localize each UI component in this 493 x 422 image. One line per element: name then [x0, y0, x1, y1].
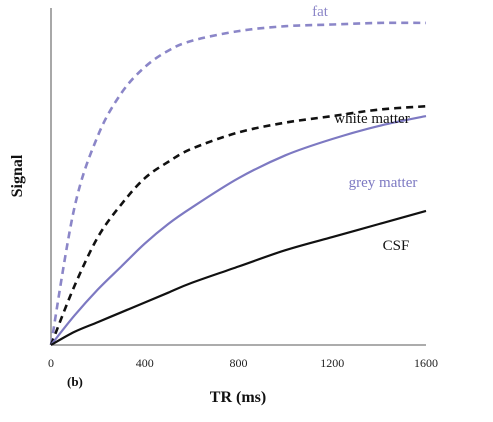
series-label-group: fat white matter grey matter CSF	[312, 4, 417, 254]
y-axis-title: Signal	[9, 154, 26, 197]
panel-label: (b)	[67, 374, 83, 389]
axes	[50, 8, 426, 346]
series-line-grey-matter	[50, 115, 427, 346]
series-line-fat	[49, 21, 427, 346]
x-tick-label: 400	[136, 356, 154, 370]
series-line-csf	[50, 209, 427, 346]
series-group	[49, 21, 427, 346]
x-tick-label: 1600	[414, 356, 438, 370]
x-tick-label: 1200	[320, 356, 344, 370]
series-label-fat: fat	[312, 4, 329, 20]
x-tick-label: 0	[48, 356, 54, 370]
x-axis-title: TR (ms)	[210, 389, 266, 406]
series-label-csf: CSF	[383, 238, 410, 254]
series-label-white-matter: white matter	[334, 111, 409, 127]
x-tick-group: 0 400 800 1200 1600	[48, 356, 438, 370]
series-label-grey-matter: grey matter	[349, 175, 418, 191]
series-line-white-matter	[49, 105, 427, 346]
x-tick-label: 800	[230, 356, 248, 370]
